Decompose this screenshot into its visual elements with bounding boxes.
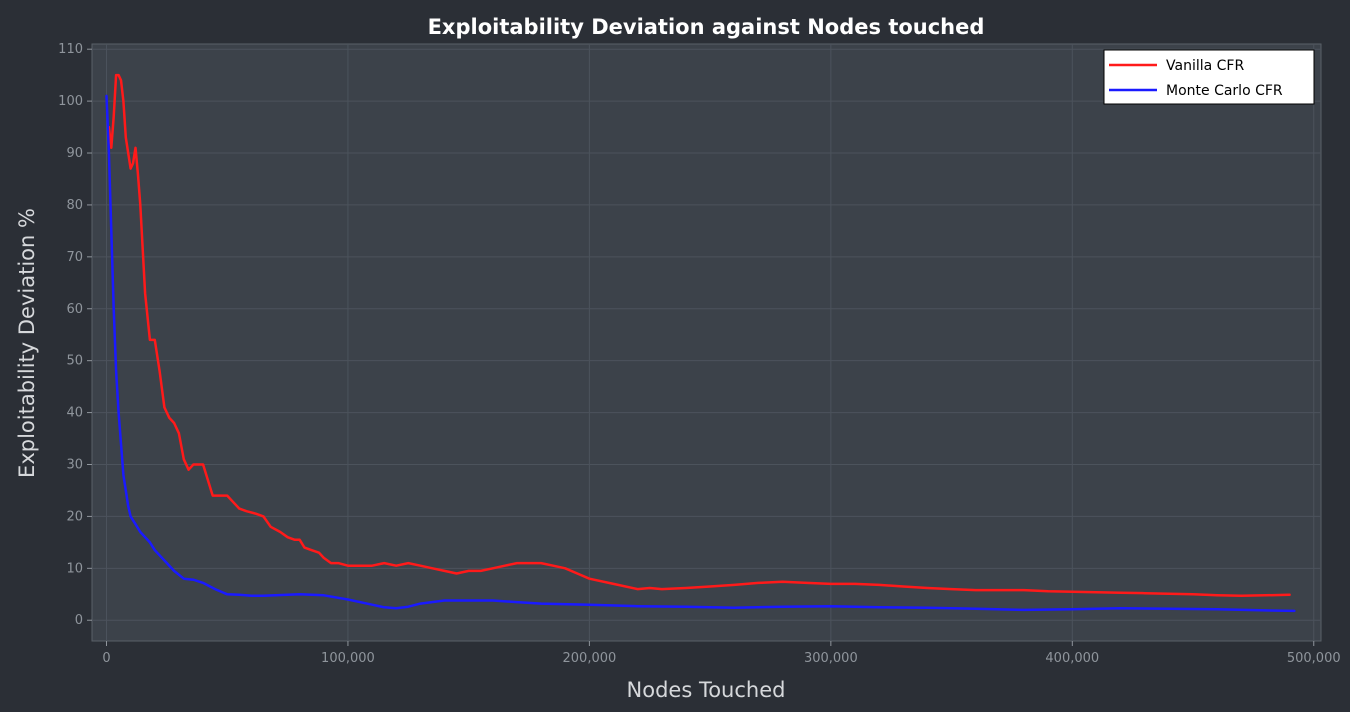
plot-area — [91, 43, 1322, 642]
y-tick-label: 30 — [66, 457, 83, 472]
x-axis-ticks: 0 100,000 200,000 300,000 400,000 500,000 — [102, 641, 1341, 666]
y-axis-label: Exploitability Deviation % — [15, 208, 39, 478]
y-tick-label: 80 — [66, 198, 83, 213]
y-tick-label: 40 — [66, 406, 83, 421]
x-tick-label: 500,000 — [1287, 651, 1341, 666]
x-tick-label: 100,000 — [321, 651, 375, 666]
y-tick-label: 60 — [66, 302, 83, 317]
legend-label-vanilla-cfr: Vanilla CFR — [1166, 58, 1244, 74]
y-tick-label: 100 — [58, 94, 83, 109]
y-tick-label: 0 — [75, 613, 83, 628]
chart-title: Exploitability Deviation against Nodes t… — [428, 15, 985, 39]
series-line-monte-carlo-cfr — [105, 94, 1296, 613]
x-tick-label: 300,000 — [804, 651, 858, 666]
y-tick-label: 70 — [66, 250, 83, 265]
y-tick-label: 50 — [66, 354, 83, 369]
y-tick-label: 110 — [58, 42, 83, 57]
legend-label-monte-carlo-cfr: Monte Carlo CFR — [1166, 83, 1283, 99]
y-axis-ticks: 0 10 20 30 40 50 60 70 80 90 100 110 — [58, 42, 92, 628]
legend-box — [1103, 49, 1315, 105]
x-tick-label: 400,000 — [1045, 651, 1099, 666]
series-line-vanilla-cfr — [107, 73, 1291, 598]
x-tick-label: 0 — [102, 651, 110, 666]
x-tick-label: 200,000 — [563, 651, 617, 666]
legend: Vanilla CFR Monte Carlo CFR — [1103, 49, 1315, 105]
x-axis-label: Nodes Touched — [627, 678, 786, 702]
y-tick-label: 20 — [66, 509, 83, 524]
y-tick-label: 10 — [66, 561, 83, 576]
series-lines — [105, 73, 1296, 613]
y-tick-label: 90 — [66, 146, 83, 161]
